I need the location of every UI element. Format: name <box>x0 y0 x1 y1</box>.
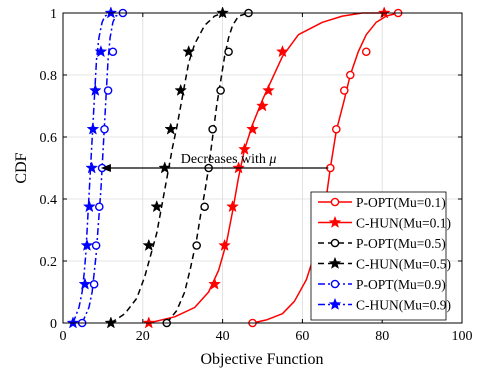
series-marker <box>88 83 102 96</box>
series-marker <box>95 202 104 212</box>
x-tick-label: 0 <box>60 329 67 344</box>
series-marker <box>262 83 275 96</box>
series-marker <box>226 200 239 213</box>
series-marker <box>238 142 251 155</box>
series-marker <box>100 124 109 134</box>
series-line <box>72 12 112 324</box>
series-1 <box>142 6 391 329</box>
series-marker <box>66 316 80 329</box>
y-tick-label: 0.4 <box>40 193 58 208</box>
legend-marker <box>328 215 342 228</box>
series-marker <box>182 45 196 58</box>
x-axis-label: Objective Function <box>200 351 323 368</box>
legend-label: P-OPT(Mu=0.1) <box>356 195 446 210</box>
series-marker <box>78 277 92 290</box>
y-tick-label: 0.8 <box>40 69 58 84</box>
x-tick-label: 80 <box>375 329 389 344</box>
legend: P-OPT(Mu=0.1) C-HUN(Mu=0.1) P-OPT(Mu=0.5) C… <box>310 191 451 321</box>
series-marker <box>208 277 222 290</box>
x-tick-label: 60 <box>295 329 309 344</box>
series-marker <box>276 45 289 58</box>
series-layer <box>66 6 403 329</box>
series-marker <box>216 86 225 95</box>
x-tick-label: 40 <box>216 329 230 344</box>
y-tick-label: 0.2 <box>40 255 58 270</box>
series-marker <box>332 124 341 134</box>
series-marker <box>174 83 188 96</box>
series-marker <box>377 6 391 19</box>
series-marker <box>345 70 355 80</box>
series-line <box>166 12 249 324</box>
legend-marker <box>328 297 342 310</box>
series-marker <box>89 279 99 289</box>
annotation: Decreases with μ <box>100 152 329 172</box>
annotation-text: Decreases with μ <box>181 152 277 167</box>
axis-ticks: 0 20 40 60 80 100 0 0.2 0.4 0.6 0.8 1 <box>40 7 473 344</box>
annotation-text-prefix: Decreases with <box>181 152 270 167</box>
series-marker <box>361 47 371 57</box>
series-marker <box>192 241 201 250</box>
x-tick-label: 100 <box>452 329 473 344</box>
legend-marker <box>328 256 342 269</box>
annotation-mu-symbol: μ <box>268 152 276 167</box>
series-marker <box>82 200 96 213</box>
y-tick-label: 0.6 <box>40 131 58 146</box>
series-line <box>252 12 399 324</box>
series-marker <box>85 161 99 174</box>
series-marker <box>142 316 156 329</box>
y-axis-label: CDF <box>13 152 30 183</box>
legend-marker <box>330 238 340 248</box>
plot-frame <box>62 12 463 324</box>
series-marker <box>94 45 108 58</box>
series-marker <box>150 200 164 213</box>
series-marker <box>200 202 209 212</box>
series-line <box>148 12 385 324</box>
series-marker <box>108 47 118 57</box>
series-marker <box>256 99 269 112</box>
legend-marker <box>330 197 340 207</box>
series-marker <box>80 238 94 251</box>
x-tick-label: 20 <box>136 329 150 344</box>
legend-marker <box>330 279 340 289</box>
legend-label: P-OPT(Mu=0.9) <box>356 277 446 292</box>
annotation-arrowhead <box>100 164 111 172</box>
series-marker <box>142 238 156 251</box>
series-4 <box>77 8 128 328</box>
series-marker <box>103 86 113 95</box>
series-marker <box>91 241 101 250</box>
legend-box <box>310 191 447 321</box>
legend-label: C-HUN(Mu=0.1) <box>356 216 451 231</box>
series-marker <box>339 86 349 95</box>
y-tick-label: 0 <box>50 317 57 332</box>
series-marker <box>86 122 100 135</box>
y-tick-label: 1 <box>50 7 57 22</box>
series-5 <box>66 6 118 329</box>
series-marker <box>208 124 217 134</box>
series-marker <box>104 316 118 329</box>
series-marker <box>164 122 178 135</box>
legend-label: P-OPT(Mu=0.5) <box>356 236 446 251</box>
series-marker <box>104 6 118 19</box>
series-marker <box>224 47 233 57</box>
series-line <box>110 12 223 324</box>
legend-label: C-HUN(Mu=0.9) <box>356 298 451 313</box>
series-marker <box>246 122 259 135</box>
series-line <box>81 12 124 324</box>
legend-label: C-HUN(Mu=0.5) <box>356 257 451 272</box>
series-marker <box>218 238 231 251</box>
